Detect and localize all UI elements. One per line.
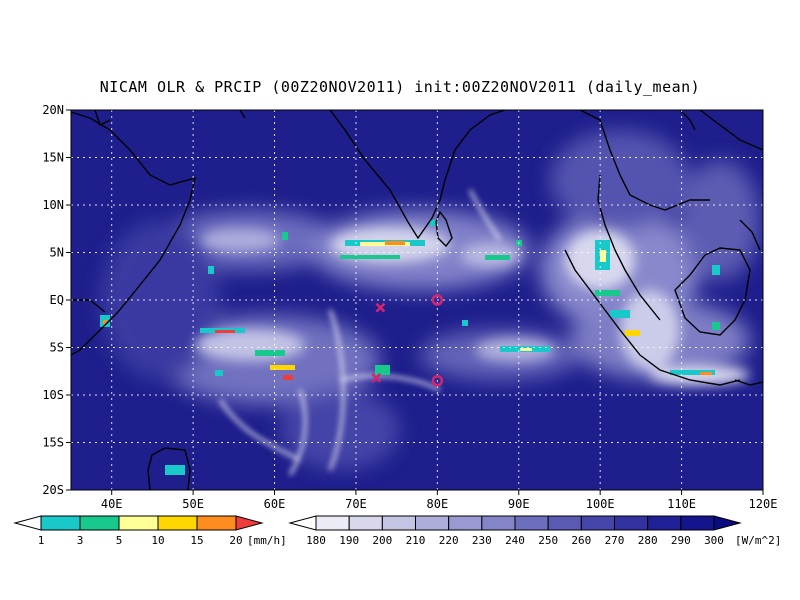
colorbar-box (647, 515, 682, 531)
lon-label: 100E (586, 497, 615, 511)
colorbar-tick-label: 190 (339, 534, 359, 547)
colorbar-box (348, 515, 383, 531)
lat-label: 5N (50, 246, 64, 260)
colorbar-unit: [mm/h] (247, 534, 287, 547)
colorbar-tick-label: 20 (229, 534, 242, 547)
colorbar-box (381, 515, 417, 531)
colorbar-box (79, 515, 120, 531)
colorbar-tick-label: 270 (605, 534, 625, 547)
colorbar-box (680, 515, 715, 531)
lat-label: 15N (42, 151, 64, 165)
olr-field (71, 110, 763, 490)
colorbar-arrow-left (13, 515, 42, 531)
colorbar-box (40, 515, 81, 531)
colorbar-tick-label: 1 (38, 534, 45, 547)
cross-marker (371, 373, 382, 383)
lat-labels: 20N 15N 10N 5N EQ 5S 10S 15S 20S (42, 103, 64, 497)
lat-label: 15S (42, 436, 64, 450)
colorbar-tick-label: 180 (306, 534, 326, 547)
colorbar-box (448, 515, 483, 531)
lon-label: 60E (264, 497, 286, 511)
map-title: NICAM OLR & PRCIP (00Z20NOV2011) init:00… (99, 78, 701, 96)
lat-label: 5S (50, 341, 64, 355)
coastlines (71, 110, 763, 490)
lon-label: 70E (345, 497, 367, 511)
colorbar-tick-label: 250 (538, 534, 558, 547)
colorbar-tick-label: 5 (116, 534, 123, 547)
colorbar-tick-label: 10 (151, 534, 164, 547)
colorbar-tick-label: 290 (671, 534, 691, 547)
lon-label: 120E (749, 497, 778, 511)
colorbar-box (614, 515, 649, 531)
colorbar-box (196, 515, 237, 531)
lat-label: 10N (42, 198, 64, 212)
markers (371, 294, 444, 387)
colorbar-box (547, 515, 582, 531)
colorbar-tick-label: 230 (472, 534, 492, 547)
colorbar-arrow-right (235, 515, 264, 531)
lon-label: 90E (508, 497, 530, 511)
lat-label: EQ (50, 293, 64, 307)
colorbar-box (415, 515, 450, 531)
colorbar-tick-label: 280 (638, 534, 658, 547)
colorbar-arrow-right (713, 515, 742, 531)
lon-label: 50E (182, 497, 204, 511)
lon-label: 110E (667, 497, 696, 511)
colorbar-tick-label: 300 (704, 534, 724, 547)
colorbar-tick-label: 220 (439, 534, 459, 547)
grid-lines (71, 110, 763, 490)
colorbar-box (580, 515, 615, 531)
circle-marker (431, 375, 444, 387)
colorbar-box (315, 515, 350, 531)
lat-label: 10S (42, 388, 64, 402)
lat-label: 20S (42, 483, 64, 497)
precip-colorbar: 1 3 5 10 15 20 [mm/h] (13, 515, 287, 547)
colorbar-box (118, 515, 159, 531)
circle-marker (431, 294, 444, 306)
cross-marker (375, 302, 386, 313)
colorbar-box (481, 515, 516, 531)
colorbar-tick-label: 15 (190, 534, 203, 547)
colorbar-tick-label: 210 (406, 534, 426, 547)
lon-labels: 40E 50E 60E 70E 80E 90E 100E 110E 120E (101, 497, 778, 511)
colorbar-tick-label: 3 (77, 534, 84, 547)
lat-label: 20N (42, 103, 64, 117)
colorbar-arrow-left (288, 515, 317, 531)
colorbar-box (514, 515, 549, 531)
colorbar-tick-label: 240 (505, 534, 525, 547)
colorbar-unit: [W/m^2] (735, 534, 781, 547)
axis-ticks (66, 109, 764, 495)
lon-label: 40E (101, 497, 123, 511)
colorbar-tick-label: 260 (571, 534, 591, 547)
colorbar-box (157, 515, 198, 531)
colorbar-tick-label: 200 (372, 534, 392, 547)
olr-colorbar: 180 190 200 210 220 230 240 250 260 270 280 290 300 [… (288, 515, 781, 547)
lon-label: 80E (427, 497, 449, 511)
